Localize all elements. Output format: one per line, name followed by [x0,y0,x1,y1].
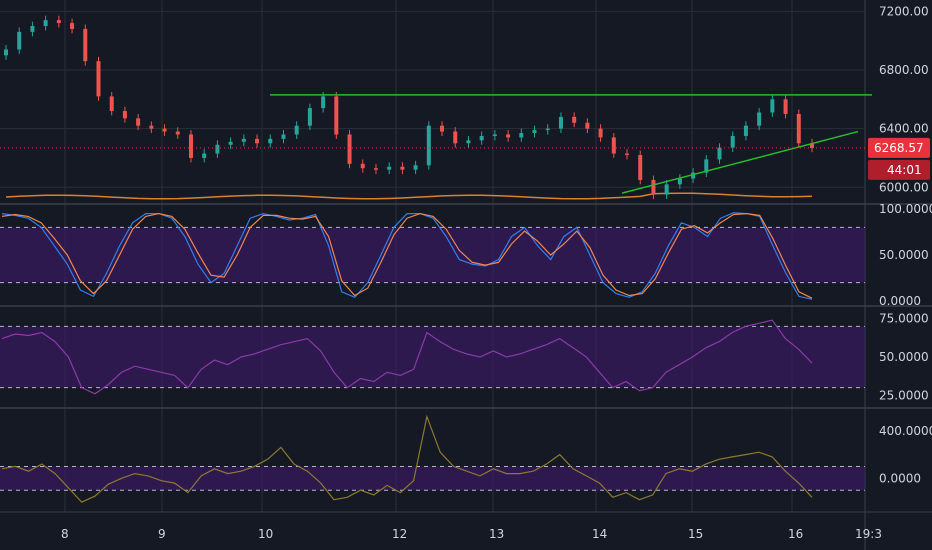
candle-body [704,159,709,173]
time-tick-label: 15 [688,527,703,541]
last-price-label: 6268.57 [874,141,924,155]
candle-body [373,168,378,170]
candle-body [440,125,445,132]
price-tick-label: 7200.00 [879,4,929,18]
candle-body [228,141,233,145]
candle-body [730,135,735,148]
candle-body [17,31,22,50]
candle-body [611,137,616,154]
candle-body [109,96,114,112]
cci-tick-label: 0.0000 [879,471,921,485]
time-tick-label: 8 [61,527,69,541]
time-tick-label: 14 [592,527,607,541]
volume-ma-line [5,192,813,200]
candle-body [796,113,801,144]
candle-body [492,134,497,136]
candle-body [506,134,511,138]
ascending-trendline [621,130,859,194]
candle-body [215,144,220,154]
last-price-badge [868,137,930,158]
candle-body [96,61,101,97]
stochastic-tick-label: 100.0000 [879,202,932,216]
candle-body [532,130,537,134]
time-tick-label: 9 [158,527,166,541]
candle-body [347,134,352,164]
stochastic-tick-label: 0.0000 [879,294,921,308]
candle-body [717,147,722,160]
price-tick-label: 6400.00 [879,122,929,136]
candle-body [558,116,563,129]
candle-body [202,153,207,158]
candle-body [691,172,696,179]
candle-body [162,128,167,132]
candle-body [651,179,656,195]
candle-body [479,135,484,141]
candle-body [175,131,180,135]
candle-body [625,153,630,156]
candle-body [4,49,8,56]
candle-body [294,125,299,135]
time-tick-label: 12 [392,527,407,541]
candle-body [281,134,286,139]
stochastic-line-1 [1,212,813,299]
candle-body [770,99,775,113]
candle-body [360,163,365,169]
candle-body [757,112,762,126]
candle-body [255,138,260,144]
cci-tick-label: 400.0000 [879,424,932,438]
candle-body [413,165,418,170]
rsi-line-0 [1,319,813,395]
candle-body [598,128,603,138]
candle-body [466,140,471,144]
rsi-tick-label: 75.0000 [879,312,929,326]
candle-body [387,166,392,170]
candle-body [83,28,88,62]
candle-body [188,134,193,158]
candle-body [122,111,127,119]
rsi-tick-label: 25.0000 [879,388,929,402]
price-tick-label: 6800.00 [879,63,929,77]
countdown-badge [868,159,930,180]
candle-body [572,116,577,123]
time-tick-label: 13 [489,527,504,541]
candle-body [136,118,141,126]
candle-body [453,131,458,144]
stochastic-band [0,227,865,283]
time-tick-label: 19:3 [855,527,882,541]
candle-body [638,155,643,180]
candle-body [43,20,48,26]
candle-body [56,20,61,24]
price-tick-label: 6000.00 [879,180,929,194]
rsi-band [0,326,865,388]
candle-body [664,184,669,195]
stochastic-tick-label: 50.0000 [879,248,929,262]
candle-body [810,143,814,148]
candle-body [321,96,326,109]
candle-body [519,133,524,138]
time-tick-label: 10 [258,527,273,541]
cci-band [0,466,865,491]
candle-body [307,108,312,126]
candle-body [677,178,682,185]
candle-body [30,25,35,32]
candle-body [426,125,431,166]
candle-body [268,138,273,144]
candle-body [334,96,339,135]
rsi-tick-label: 50.0000 [879,350,929,364]
candle-body [241,138,246,142]
countdown-label: 44:01 [887,163,922,177]
candle-body [743,125,748,136]
candle-body [400,166,405,170]
time-tick-label: 16 [788,527,803,541]
stochastic-line-0 [1,212,813,300]
candle-body [70,23,75,29]
candle-body [783,99,788,114]
cci-line-0 [1,414,813,503]
candle-body [545,128,550,131]
candle-body [585,122,590,129]
candle-body [149,125,154,129]
